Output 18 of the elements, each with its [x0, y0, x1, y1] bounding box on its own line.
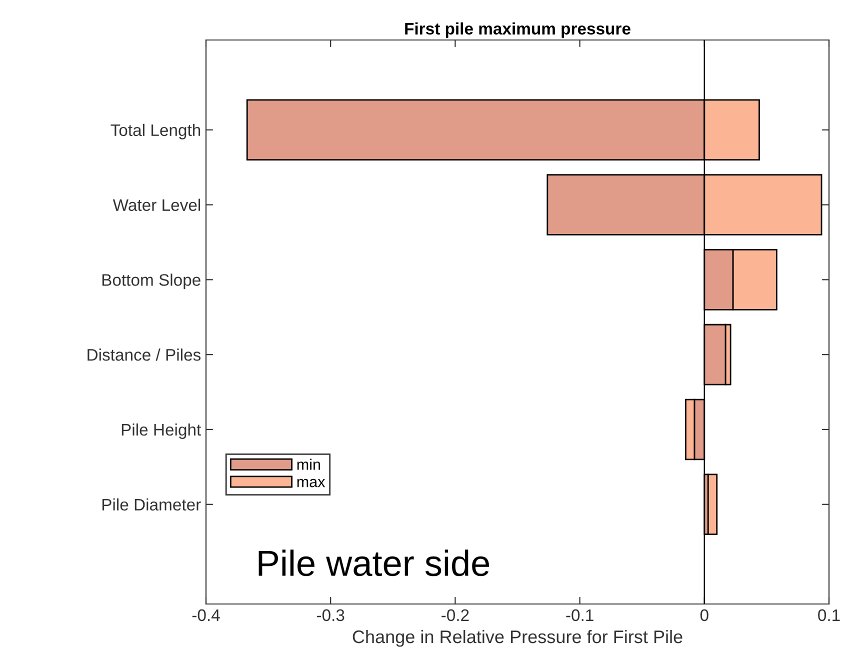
- y-tick-label: Total Length: [110, 124, 200, 140]
- y-tick-label: Pile Diameter: [102, 498, 201, 511]
- legend-label: min: [297, 458, 320, 470]
- y-tick-label: Pile Height: [122, 423, 202, 439]
- x-axis-title: Change in Relative Pressure for First Pile: [352, 630, 682, 647]
- legend-label: max: [297, 478, 326, 488]
- x-tick-label: -0.4: [192, 609, 220, 622]
- chart-title: First pile maximum pressure: [405, 22, 630, 38]
- x-tick-label: -0.3: [316, 609, 344, 622]
- annotation: Pile water side: [258, 550, 490, 576]
- x-tick-label: -0.2: [442, 609, 469, 622]
- x-tick-label: 0: [700, 609, 708, 622]
- bar: [707, 474, 718, 536]
- x-tick-label: -0.1: [566, 609, 594, 622]
- x-tick-label: 0.1: [818, 609, 840, 622]
- y-tick-label: Distance / Piles: [88, 348, 201, 361]
- y-tick-label: Water Level: [112, 198, 200, 211]
- y-tick-label: Bottom Slope: [102, 274, 200, 290]
